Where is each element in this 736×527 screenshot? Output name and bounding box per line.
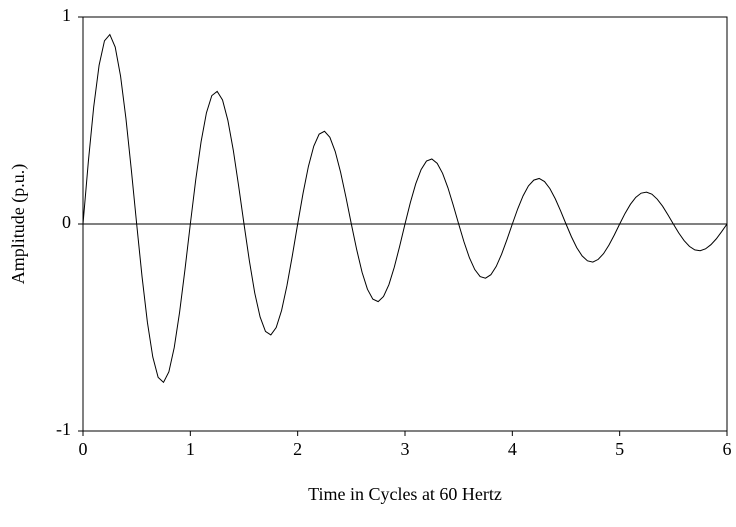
x-tick-label: 3: [401, 439, 410, 459]
x-tick-label: 0: [79, 439, 88, 459]
y-tick-label: -1: [56, 419, 71, 439]
x-tick-label: 2: [293, 439, 302, 459]
x-tick-label: 4: [508, 439, 517, 459]
y-tick-label: 0: [62, 212, 71, 232]
x-axis-label: Time in Cycles at 60 Hertz: [308, 484, 502, 504]
y-tick-label: 1: [62, 5, 71, 25]
x-tick-label: 6: [723, 439, 732, 459]
y-axis-label: Amplitude (p.u.): [8, 164, 29, 284]
data-line: [82, 33, 728, 384]
x-tick-label: 5: [615, 439, 624, 459]
x-tick-label: 1: [186, 439, 195, 459]
